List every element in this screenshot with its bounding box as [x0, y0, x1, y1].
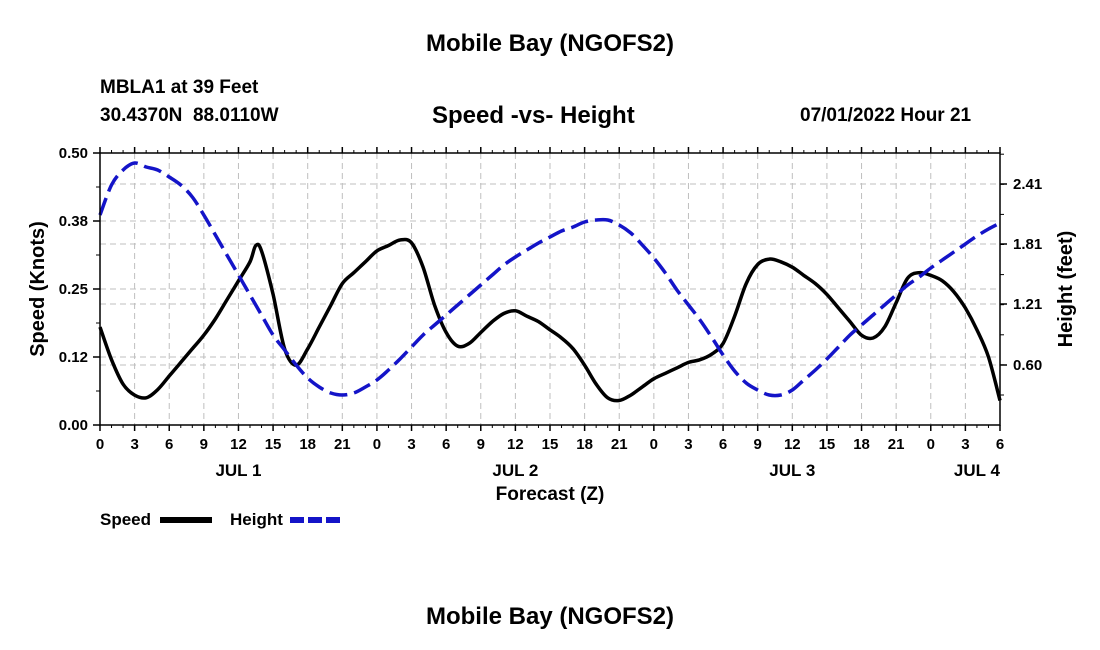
y2-tick-label: 1.21 [1013, 296, 1042, 313]
chart-subtitle: Speed -vs- Height [432, 102, 635, 129]
x-tick-label: 0 [96, 436, 104, 453]
x-tick-label: 18 [853, 436, 870, 453]
x-tick-label: 12 [784, 436, 801, 453]
x-tick-label: 0 [927, 436, 935, 453]
x-tick-label: 9 [477, 436, 485, 453]
x-tick-label: 12 [507, 436, 524, 453]
x-tick-label: 3 [961, 436, 969, 453]
chart-main-title: Mobile Bay (NGOFS2) [425, 30, 675, 57]
y-tick-label: 0.50 [59, 145, 88, 162]
day-label: JUL 4 [954, 461, 1001, 480]
x-tick-label: 15 [819, 436, 836, 453]
day-label: JUL 3 [769, 461, 815, 480]
x-tick-label: 15 [542, 436, 559, 453]
speed-series-line [98, 237, 1002, 403]
x-tick-label: 6 [719, 436, 727, 453]
x-tick-label: 0 [650, 436, 658, 453]
x-tick-label: 21 [888, 436, 905, 453]
legend-height-label: Height [230, 510, 283, 529]
y2-tick-label: 2.41 [1013, 176, 1042, 193]
y2-tick-label: 0.60 [1013, 357, 1042, 374]
x-tick-label: 21 [334, 436, 351, 453]
x-tick-label: 21 [611, 436, 628, 453]
x-tick-label: 0 [373, 436, 381, 453]
x-tick-label: 3 [407, 436, 415, 453]
x-tick-label: 15 [265, 436, 282, 453]
x-axis-label: Forecast (Z) [496, 484, 605, 505]
x-tick-label: 3 [684, 436, 692, 453]
y-axis-label: Speed (Knots) [27, 221, 49, 357]
datetime-label: 07/01/2022 Hour 21 [800, 105, 972, 126]
y2-tick-label: 1.81 [1013, 236, 1042, 253]
x-tick-label: 6 [165, 436, 173, 453]
legend: Speed Height [100, 510, 342, 529]
x-tick-label: 18 [299, 436, 316, 453]
station-label: MBLA1 at 39 Feet [100, 77, 259, 98]
x-tick-label: 12 [230, 436, 247, 453]
x-tick-label: 9 [754, 436, 762, 453]
y-tick-label: 0.25 [59, 281, 88, 298]
day-label: JUL 2 [492, 461, 538, 480]
footer-title: Mobile Bay (NGOFS2) [425, 603, 675, 630]
x-tick-label: 6 [996, 436, 1004, 453]
y-tick-label: 0.00 [59, 417, 88, 434]
y2-axis-label: Height (feet) [1055, 231, 1077, 348]
x-tick-label: 3 [130, 436, 138, 453]
chart-axes: 0 3 6 9 12 15 18 21 0 3 6 9 12 15 18 21 0 3 6 9 12 15 18 21 0 3 6 J… [59, 145, 1042, 480]
grid-lines [100, 153, 1000, 425]
x-tick-label: 9 [200, 436, 208, 453]
coordinates-label: 30.4370N 88.0110W [100, 105, 279, 126]
chart-series [98, 161, 1002, 403]
y-tick-label: 0.38 [59, 213, 88, 230]
day-label: JUL 1 [215, 461, 261, 480]
x-tick-label: 18 [576, 436, 593, 453]
x-tick-label: 6 [442, 436, 450, 453]
legend-speed-label: Speed [100, 510, 151, 529]
y-tick-label: 0.12 [59, 349, 88, 366]
